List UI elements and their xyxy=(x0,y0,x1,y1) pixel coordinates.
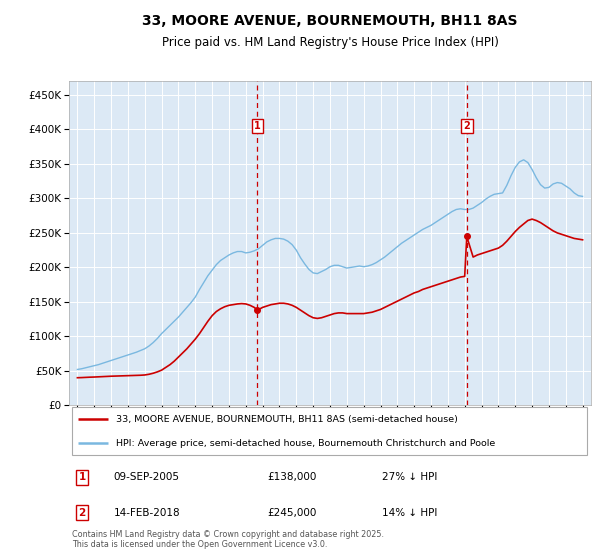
Text: £245,000: £245,000 xyxy=(268,508,317,518)
Text: 33, MOORE AVENUE, BOURNEMOUTH, BH11 8AS: 33, MOORE AVENUE, BOURNEMOUTH, BH11 8AS xyxy=(142,14,518,28)
Text: 33, MOORE AVENUE, BOURNEMOUTH, BH11 8AS (semi-detached house): 33, MOORE AVENUE, BOURNEMOUTH, BH11 8AS … xyxy=(116,415,458,424)
Text: 14% ↓ HPI: 14% ↓ HPI xyxy=(382,508,437,518)
Text: £138,000: £138,000 xyxy=(268,472,317,482)
Text: 27% ↓ HPI: 27% ↓ HPI xyxy=(382,472,437,482)
Text: Price paid vs. HM Land Registry's House Price Index (HPI): Price paid vs. HM Land Registry's House … xyxy=(161,36,499,49)
Text: 2: 2 xyxy=(463,121,470,131)
Text: HPI: Average price, semi-detached house, Bournemouth Christchurch and Poole: HPI: Average price, semi-detached house,… xyxy=(116,438,495,447)
Text: 09-SEP-2005: 09-SEP-2005 xyxy=(113,472,179,482)
Text: 1: 1 xyxy=(254,121,261,131)
FancyBboxPatch shape xyxy=(71,407,587,455)
Text: 14-FEB-2018: 14-FEB-2018 xyxy=(113,508,180,518)
Text: 2: 2 xyxy=(79,508,86,518)
Text: Contains HM Land Registry data © Crown copyright and database right 2025.
This d: Contains HM Land Registry data © Crown c… xyxy=(71,530,383,549)
Text: 1: 1 xyxy=(79,472,86,482)
